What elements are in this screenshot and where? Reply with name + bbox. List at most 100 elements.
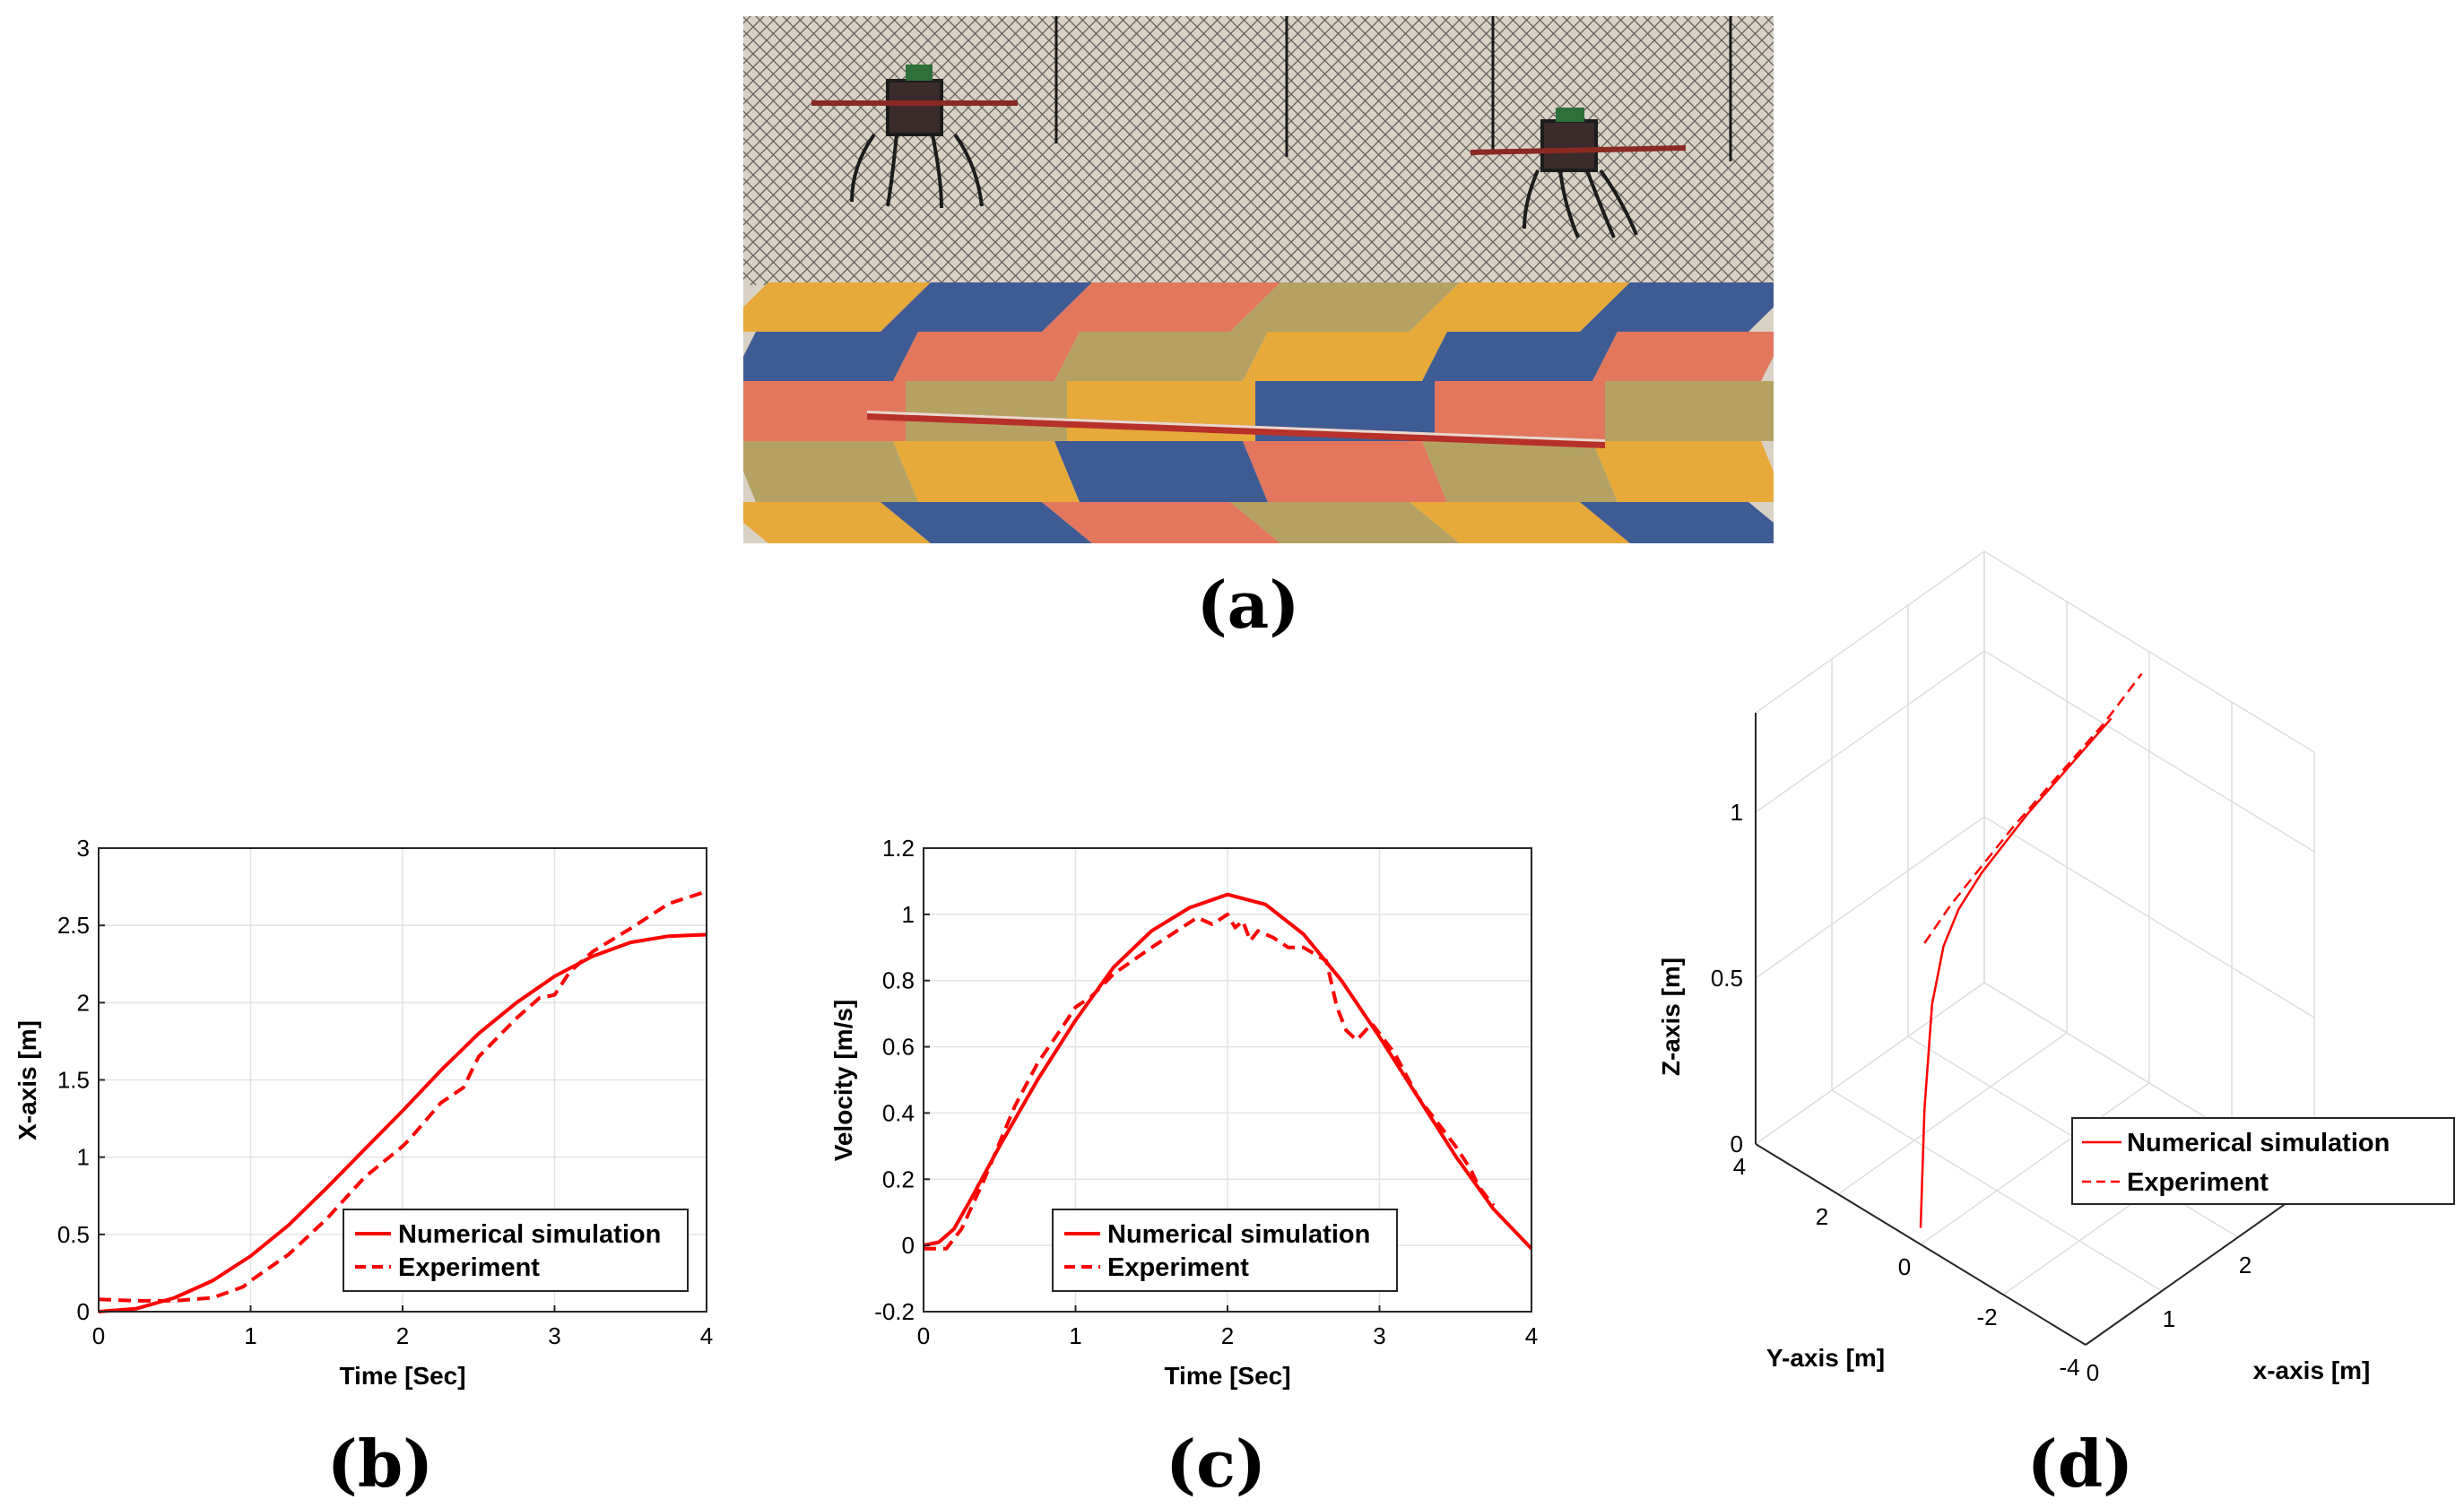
grid-backwall-z bbox=[1755, 816, 1985, 979]
grid-sidewall-z bbox=[1983, 550, 2315, 753]
x-tick-label: 0 bbox=[917, 1322, 930, 1349]
y-tick-label: 0 bbox=[1898, 1253, 1911, 1280]
x-axis-title-c: Time [Sec] bbox=[1164, 1362, 1290, 1390]
grid-floor-y bbox=[1920, 1082, 2150, 1245]
quadrotor-right bbox=[1470, 108, 1687, 238]
grid-sidewall-z bbox=[1983, 650, 2315, 853]
x-tick-label: 2 bbox=[396, 1322, 409, 1349]
panel-label-a: (a) bbox=[1197, 567, 1300, 643]
axes-box-d bbox=[1755, 550, 2315, 1346]
y-tick-label: 0.8 bbox=[882, 967, 915, 994]
y-tick-label: 1 bbox=[77, 1144, 90, 1171]
floor-mat-tile bbox=[1042, 502, 1280, 543]
floor-mat-tile bbox=[1230, 502, 1460, 543]
z-tick-label: 0.5 bbox=[1711, 965, 1743, 992]
arena-photo bbox=[743, 16, 1774, 543]
legend-box-c bbox=[1052, 1209, 1398, 1292]
floor-mat-tile bbox=[743, 332, 918, 381]
panel-label-d: (d) bbox=[2027, 1426, 2133, 1502]
z-tick-label: 1 bbox=[1731, 799, 1743, 826]
floor-mat-tile bbox=[1605, 381, 1774, 441]
floor-mat-tile bbox=[743, 282, 931, 332]
y-tick-label: -2 bbox=[1976, 1304, 1997, 1330]
series-layer-c bbox=[923, 892, 1533, 1251]
z-tick-label: 0 bbox=[1731, 1131, 1743, 1157]
legend-label-b-sim: Numerical simulation bbox=[398, 1220, 661, 1249]
x-tick-label: 2 bbox=[2239, 1252, 2251, 1278]
legend-d: Numerical simulation Experiment bbox=[2071, 1117, 2455, 1205]
grid-backwall-z bbox=[1755, 650, 1985, 813]
series-line-experiment bbox=[98, 889, 707, 1303]
x-tick-label: 4 bbox=[700, 1322, 713, 1349]
floor-mat-tile bbox=[1054, 441, 1268, 502]
legend-label-c-sim: Numerical simulation bbox=[1107, 1220, 1370, 1249]
y-tick-label: 2 bbox=[77, 989, 90, 1016]
y-tick-label: 0.6 bbox=[882, 1034, 915, 1061]
x-tick-label: 2 bbox=[1221, 1322, 1234, 1349]
floor-mat-tile bbox=[1580, 282, 1774, 332]
y-tick-label: -4 bbox=[2059, 1354, 2079, 1381]
payload-bar bbox=[867, 411, 1605, 448]
floor-mat-tile bbox=[1255, 381, 1435, 441]
net-pole bbox=[1054, 16, 1732, 161]
x-tick-label: 0 bbox=[92, 1322, 105, 1349]
y-tick-label: 2.5 bbox=[57, 912, 90, 939]
x-tick-label: 1 bbox=[1069, 1322, 1081, 1349]
y-tick-label: 2 bbox=[1816, 1203, 1828, 1230]
grid-backwall-z bbox=[1755, 550, 1985, 714]
legend-box-d bbox=[2071, 1117, 2455, 1205]
legend-c: Numerical simulation Experiment bbox=[1052, 1209, 1398, 1292]
series-layer-d bbox=[1919, 672, 2143, 1228]
y-tick-label: -0.2 bbox=[874, 1298, 915, 1325]
x-tick-label: 4 bbox=[1525, 1322, 1538, 1349]
y-tick-label: 1 bbox=[902, 901, 915, 928]
floor-mat-tile bbox=[1592, 332, 1774, 381]
y-axis-title-b: X-axis [m] bbox=[13, 1020, 41, 1140]
floor-mat-tile bbox=[1422, 332, 1618, 381]
x-tick-label: 3 bbox=[1373, 1322, 1385, 1349]
legend-label-d-sim: Numerical simulation bbox=[2127, 1129, 2390, 1157]
floor-mat-tile bbox=[743, 381, 906, 441]
grid-backwall-z bbox=[1755, 982, 1985, 1145]
series-line-experiment bbox=[924, 912, 1496, 1251]
y-axis-title-c: Velocity [m/s] bbox=[829, 1000, 857, 1162]
x-ticks-b: 0 1 2 3 4 bbox=[92, 1305, 713, 1349]
y-tick-label: 4 bbox=[1733, 1153, 1746, 1180]
floor-mat-tile bbox=[1054, 332, 1268, 381]
floor-mat-tile bbox=[1435, 381, 1605, 441]
x-axis-title-b: Time [Sec] bbox=[339, 1362, 465, 1390]
legend-box-b bbox=[343, 1209, 689, 1292]
floor-mats bbox=[743, 282, 1774, 543]
legend-b: Numerical simulation Experiment bbox=[343, 1209, 689, 1292]
floor-mat-tile bbox=[743, 441, 918, 502]
y-tick-label: 0.2 bbox=[882, 1166, 915, 1192]
floor-mat-tile bbox=[1042, 282, 1280, 332]
floor-mat-tile bbox=[1230, 282, 1460, 332]
y-tick-label: 3 bbox=[77, 835, 90, 862]
floor-mat-tile bbox=[1422, 441, 1618, 502]
series-line-3d-experiment bbox=[1923, 672, 2143, 944]
floor-mat-tile bbox=[893, 332, 1080, 381]
floor-mat-tile bbox=[1410, 502, 1630, 543]
series-layer-b bbox=[98, 889, 707, 1313]
floor-mat-tile bbox=[893, 441, 1080, 502]
quadrotor-left bbox=[811, 65, 1018, 209]
y-ticks-c: -0.2 0 0.2 0.4 0.6 0.8 1 1.2 bbox=[874, 835, 930, 1325]
y-axis-line-d bbox=[1755, 1143, 2087, 1346]
legend-label-c-exp: Experiment bbox=[1107, 1253, 1249, 1282]
panel-label-c: (c) bbox=[1166, 1426, 1266, 1502]
y-tick-label: 0.4 bbox=[882, 1099, 915, 1126]
x-axis-title-d: x-axis [m] bbox=[2253, 1356, 2371, 1384]
floor-mat-tile bbox=[1243, 441, 1447, 502]
series-line-numerical-simulation bbox=[98, 932, 707, 1313]
x-ticks-c: 0 1 2 3 4 bbox=[917, 1305, 1538, 1349]
grid-floor-y bbox=[1837, 1032, 2068, 1195]
floor-mat-tile bbox=[881, 282, 1092, 332]
x-tick-label: 1 bbox=[244, 1322, 256, 1349]
floor-mat-tile bbox=[743, 502, 931, 543]
floor-mat-tile bbox=[906, 381, 1067, 441]
